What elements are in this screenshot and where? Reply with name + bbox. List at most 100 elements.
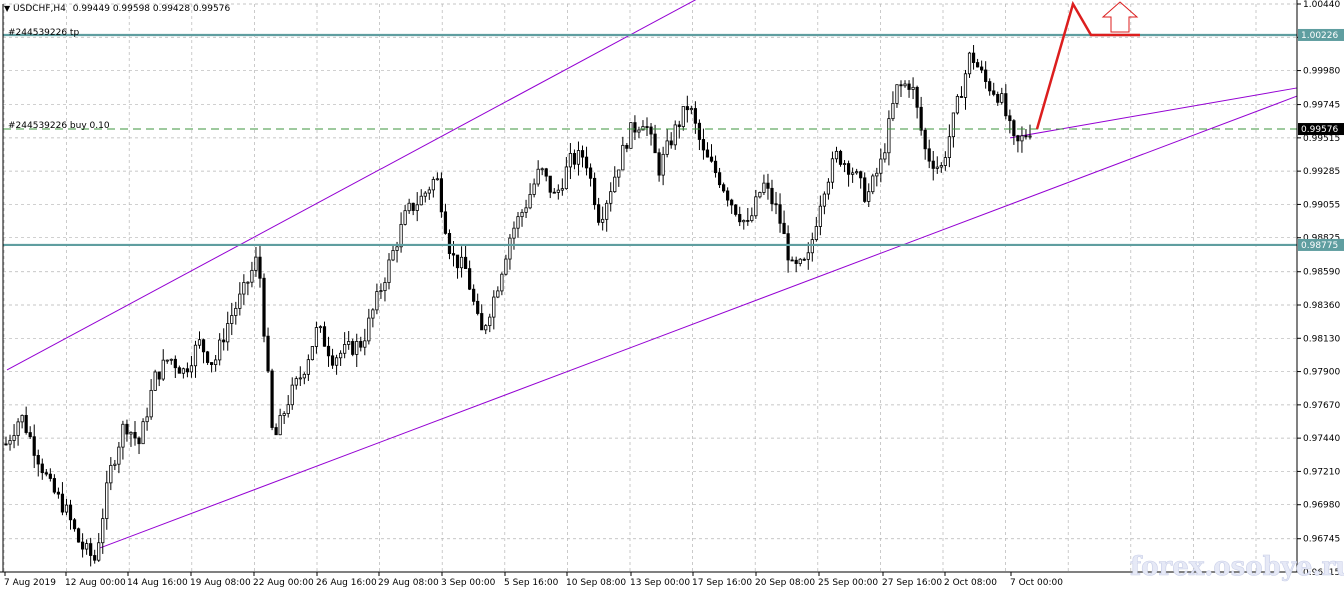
- candle-body: [407, 202, 411, 212]
- candle-body: [971, 52, 976, 63]
- candle-body: [105, 482, 109, 519]
- candle-body: [326, 345, 331, 357]
- candle-body: [443, 211, 448, 234]
- candle-body: [617, 169, 621, 178]
- candle-body: [802, 258, 806, 261]
- ohlc-values: 0.99449 0.99598 0.99428 0.99576: [72, 4, 231, 14]
- candle-body: [322, 326, 327, 347]
- candle-body: [613, 176, 617, 193]
- candle-body: [673, 124, 677, 146]
- candle-body: [806, 252, 810, 260]
- candles: [4, 45, 1032, 567]
- candle-body: [210, 362, 214, 365]
- candle-body: [298, 377, 302, 380]
- candle-body: [661, 153, 665, 176]
- candle-body: [1008, 115, 1012, 122]
- candle-body: [383, 282, 387, 292]
- candle-body: [193, 344, 198, 367]
- candle-body: [468, 268, 472, 290]
- price-marks: 1.00226 0.98775 0.99576: [1298, 28, 1344, 251]
- symbol-label: USDCHF,H4: [13, 4, 66, 14]
- candle-body: [762, 182, 766, 193]
- candle-body: [782, 222, 786, 235]
- candle-body: [605, 202, 609, 220]
- candle-body: [476, 300, 480, 314]
- candle-body: [165, 359, 169, 362]
- candle-body: [689, 108, 693, 111]
- candle-body: [705, 149, 710, 158]
- price-tick-label: 0.97670: [1303, 401, 1340, 411]
- candle-body: [891, 103, 895, 120]
- candle-body: [657, 152, 661, 176]
- candle-body: [347, 341, 351, 345]
- candle-body: [548, 175, 552, 193]
- horizontal-levels[interactable]: [3, 33, 1297, 247]
- candle-body: [911, 86, 915, 90]
- candle-body: [68, 504, 73, 521]
- candle-body: [72, 519, 77, 530]
- candle-body: [391, 250, 395, 261]
- candle-body: [89, 543, 93, 556]
- candle-body: [302, 373, 306, 379]
- candle-body: [28, 432, 32, 438]
- candle-body: [984, 69, 988, 82]
- candle-body: [947, 136, 951, 158]
- time-tick-label: 12 Aug 00:00: [65, 578, 126, 588]
- channel-lower-line: [99, 95, 1298, 549]
- candle-body: [294, 378, 298, 386]
- candle-body: [254, 256, 258, 271]
- candle-body: [314, 327, 319, 347]
- candle-body: [584, 156, 589, 169]
- candle-body: [609, 191, 613, 204]
- time-tick-label: 27 Sep 16:00: [882, 578, 942, 588]
- candle-body: [447, 232, 452, 254]
- candle-body: [137, 437, 141, 445]
- candle-body: [568, 153, 573, 168]
- candle-body: [842, 163, 847, 165]
- candle-body: [1012, 120, 1016, 137]
- candle-body: [205, 351, 210, 363]
- candle-body: [44, 472, 48, 475]
- candle-body: [927, 148, 931, 162]
- candle-body: [157, 371, 161, 380]
- candle-body: [64, 504, 69, 513]
- candle-body: [379, 290, 383, 293]
- candle-body: [758, 192, 762, 198]
- candle-body: [274, 427, 278, 436]
- candle-body: [734, 204, 738, 215]
- candle-body: [580, 150, 585, 158]
- candle-body: [943, 157, 947, 166]
- candle-body: [754, 196, 758, 217]
- candle-body: [701, 139, 706, 151]
- time-tick-label: 17 Sep 16:00: [692, 578, 752, 588]
- candle-body: [16, 421, 20, 436]
- time-tick-label: 2 Oct 08:00: [944, 578, 997, 588]
- candle-body: [459, 256, 464, 269]
- candle-body: [625, 144, 629, 149]
- candle-body: [818, 205, 822, 227]
- collapse-triangle-icon[interactable]: ▼: [4, 4, 11, 13]
- candle-body: [387, 259, 391, 283]
- price-tick-label: 0.97210: [1303, 467, 1340, 477]
- candle-body: [750, 215, 754, 222]
- candle-body: [246, 281, 250, 284]
- candle-body: [685, 106, 689, 111]
- candle-body: [786, 233, 790, 261]
- candle-body: [1020, 135, 1024, 142]
- candle-body: [665, 140, 669, 155]
- candle-body: [951, 112, 956, 138]
- candle-body: [185, 368, 190, 373]
- candle-body: [855, 171, 859, 174]
- candle-body: [846, 163, 851, 175]
- candle-body: [697, 122, 702, 140]
- candle-body: [766, 182, 770, 189]
- candle-body: [883, 152, 887, 160]
- candle-body: [963, 73, 968, 98]
- candle-body: [693, 108, 697, 124]
- candle-body: [339, 352, 343, 359]
- candle-body: [931, 160, 935, 169]
- candle-body: [601, 218, 605, 223]
- candle-body: [863, 177, 867, 202]
- chart-header: ▼ USDCHF,H4 0.99449 0.99598 0.99428 0.99…: [4, 4, 230, 14]
